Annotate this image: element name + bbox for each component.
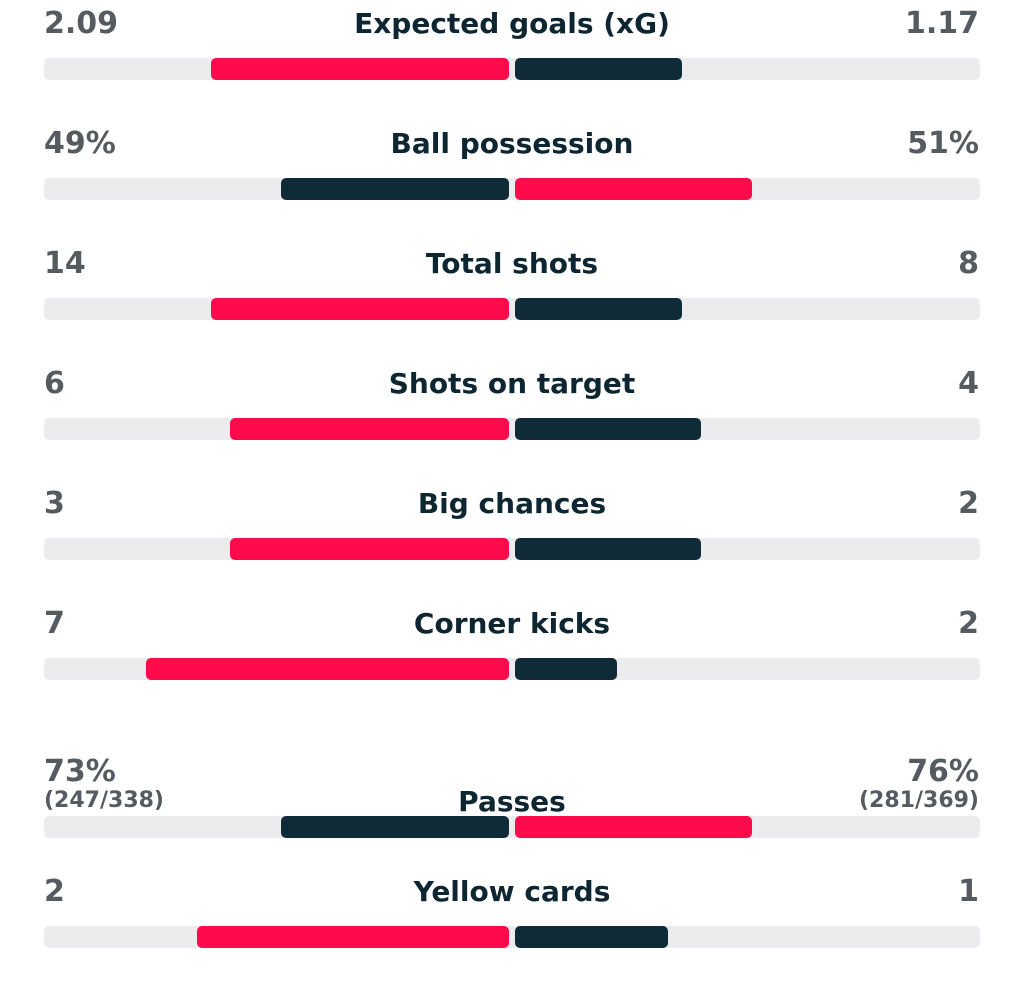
home-value: 14 [44, 246, 86, 281]
stat-label: Passes [458, 785, 566, 818]
away-value: 2 [958, 606, 979, 641]
home-value: 2.09 [44, 6, 119, 41]
away-value: 1 [958, 874, 979, 909]
away-value: 76% [907, 754, 979, 789]
stat-row: 3 Big chances 2 [0, 476, 1024, 576]
stat-bar-track [44, 926, 980, 948]
away-bar [515, 926, 668, 948]
stat-label: Total shots [425, 247, 599, 280]
stat-row: 49% Ball possession 51% [0, 116, 1024, 216]
away-bar [515, 58, 682, 80]
away-bar [515, 538, 701, 560]
stat-label: Big chances [417, 487, 607, 520]
stat-row: 73% Passes 76% (247/338) (281/369) [0, 744, 1024, 844]
home-value: 3 [44, 486, 65, 521]
stat-label: Ball possession [390, 127, 634, 160]
home-bar [230, 418, 509, 440]
away-value: 2 [958, 486, 979, 521]
stat-row: 14 Total shots 8 [0, 236, 1024, 336]
home-value: 49% [44, 126, 116, 161]
stat-bar-track [44, 58, 980, 80]
home-bar [211, 298, 509, 320]
stat-row: 2 Yellow cards 1 [0, 864, 1024, 964]
home-detail: (247/338) [44, 788, 164, 813]
away-bar [515, 418, 701, 440]
away-bar [515, 178, 752, 200]
home-bar [197, 926, 509, 948]
stat-row: 2.09 Expected goals (xG) 1.17 [0, 0, 1024, 96]
home-bar [281, 178, 509, 200]
away-value: 1.17 [904, 6, 979, 41]
away-value: 4 [958, 366, 979, 401]
home-value: 2 [44, 874, 65, 909]
stat-label: Shots on target [388, 367, 636, 400]
stat-label: Yellow cards [413, 875, 611, 908]
home-value: 6 [44, 366, 65, 401]
stat-label: Corner kicks [413, 607, 611, 640]
home-bar [281, 816, 509, 838]
stat-bar-track [44, 298, 980, 320]
away-bar [515, 298, 682, 320]
away-value: 51% [907, 126, 979, 161]
stat-row: 6 Shots on target 4 [0, 356, 1024, 456]
stat-bar-track [44, 816, 980, 838]
away-bar [515, 658, 617, 680]
home-bar [146, 658, 509, 680]
stat-row: 7 Corner kicks 2 [0, 596, 1024, 696]
home-value: 7 [44, 606, 65, 641]
home-bar [230, 538, 509, 560]
stat-bar-track [44, 538, 980, 560]
away-detail: (281/369) [859, 788, 979, 813]
stat-bar-track [44, 178, 980, 200]
home-value: 73% [44, 754, 116, 789]
stat-bar-track [44, 418, 980, 440]
away-bar [515, 816, 752, 838]
stat-label: Expected goals (xG) [354, 7, 670, 40]
away-value: 8 [958, 246, 979, 281]
stat-bar-track [44, 658, 980, 680]
home-bar [211, 58, 509, 80]
